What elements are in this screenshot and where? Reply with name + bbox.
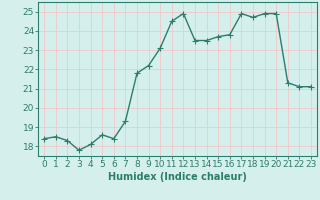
X-axis label: Humidex (Indice chaleur): Humidex (Indice chaleur): [108, 172, 247, 182]
